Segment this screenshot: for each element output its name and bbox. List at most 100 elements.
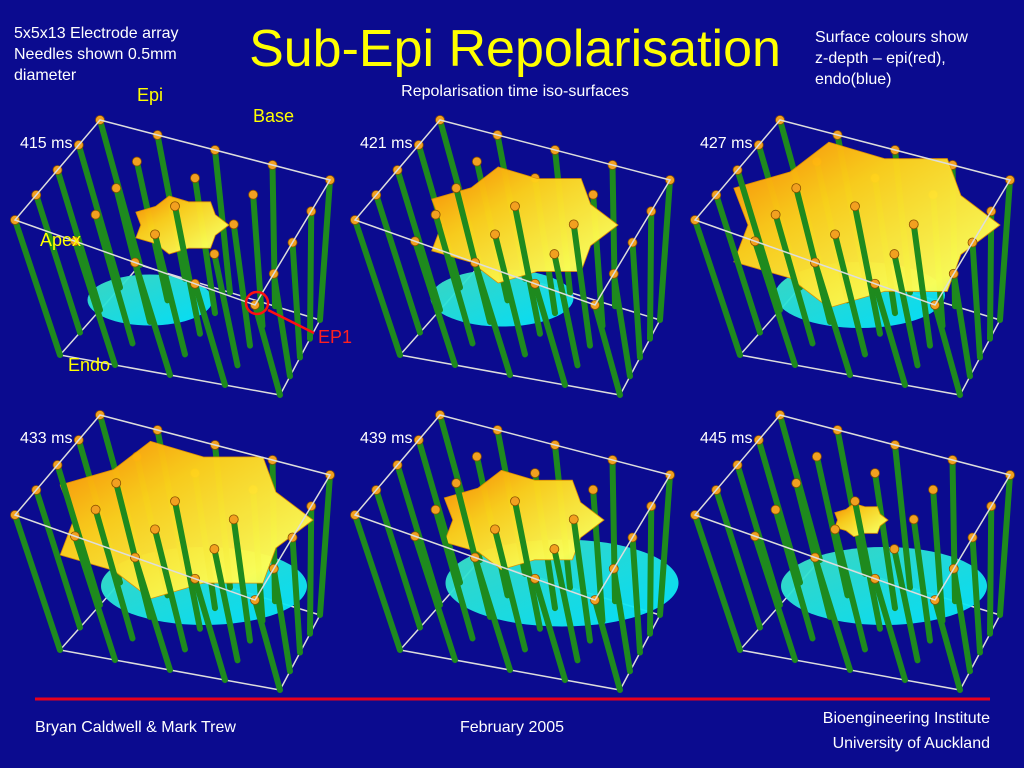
- needle: [12, 217, 63, 358]
- needle-tip: [451, 183, 462, 194]
- needle-tip: [770, 504, 781, 515]
- needle: [713, 192, 763, 336]
- needle: [610, 565, 633, 675]
- wire-frame: [693, 414, 1012, 601]
- needle: [610, 270, 633, 380]
- needle: [657, 472, 673, 618]
- ep1-marker: [244, 290, 270, 316]
- needle: [872, 575, 908, 683]
- needle: [997, 177, 1013, 323]
- render-panel: 433 ms: [10, 410, 335, 693]
- needle: [752, 533, 798, 663]
- needle: [432, 506, 476, 642]
- needle-tip: [111, 183, 122, 194]
- render-panel: 445 ms: [690, 410, 1015, 693]
- needle-tip: [549, 544, 560, 554]
- needle-tip: [588, 484, 599, 495]
- time-label: 415 ms: [20, 135, 72, 152]
- needle-tip: [928, 484, 939, 495]
- needle: [289, 534, 303, 656]
- needle: [92, 506, 136, 642]
- render-panel: 421 ms: [350, 115, 675, 398]
- needle: [930, 486, 946, 624]
- needle: [752, 238, 798, 368]
- wire-frame: [353, 414, 672, 601]
- needle-tip: [150, 229, 160, 240]
- iso-surface: [443, 469, 605, 571]
- needle: [872, 280, 908, 388]
- needle: [412, 533, 458, 663]
- needle: [172, 498, 203, 632]
- needle-tip: [490, 229, 500, 240]
- needle: [551, 251, 581, 369]
- needle: [910, 516, 933, 644]
- needle: [270, 270, 293, 380]
- needle: [932, 597, 963, 693]
- needle: [33, 192, 83, 336]
- needle: [692, 217, 743, 358]
- needle: [950, 565, 973, 675]
- needle: [969, 534, 983, 656]
- needle: [657, 177, 673, 323]
- needle-tip: [908, 219, 919, 230]
- needle: [532, 280, 568, 388]
- panels: 415 ms 421 ms 427 ms 433 ms 439 ms 445 ms: [10, 115, 1015, 693]
- needle: [629, 239, 643, 361]
- ep1-arrow: [267, 308, 315, 335]
- needle: [891, 546, 921, 664]
- needle-tip: [908, 514, 919, 525]
- needle-tip: [889, 249, 900, 259]
- needle-tip: [228, 219, 239, 230]
- label-epi: Epi: [137, 85, 163, 105]
- needle-tip: [90, 209, 101, 220]
- wire-frame: [693, 119, 1012, 306]
- needle: [692, 512, 743, 653]
- needle: [772, 506, 816, 642]
- needle-tip: [791, 478, 802, 489]
- time-label: 421 ms: [360, 135, 412, 152]
- needle: [132, 554, 173, 673]
- needle: [352, 512, 403, 653]
- needle-tip: [549, 249, 560, 259]
- needle-tip: [209, 249, 220, 259]
- needle: [551, 546, 581, 664]
- needle: [812, 554, 853, 673]
- needle: [570, 516, 593, 644]
- needle-tip: [248, 189, 259, 200]
- needle: [713, 487, 763, 631]
- label-ep1: EP1: [318, 327, 352, 347]
- needle: [647, 503, 655, 637]
- needle: [892, 442, 913, 591]
- needle: [832, 231, 868, 358]
- footer-institution: University of Auckland: [833, 735, 990, 752]
- footer-date: February 2005: [460, 719, 564, 736]
- needle: [230, 516, 253, 644]
- needle: [910, 221, 933, 349]
- needle: [472, 554, 513, 673]
- needle: [570, 221, 593, 349]
- needle-tip: [568, 514, 579, 525]
- needle: [812, 259, 853, 378]
- needle: [317, 177, 333, 323]
- needle: [307, 208, 315, 342]
- needle: [92, 211, 136, 347]
- note-left: 5x5x13 Electrode array: [14, 25, 179, 42]
- needle: [307, 503, 315, 637]
- needle: [592, 597, 623, 693]
- title: Sub-Epi Repolarisation: [249, 20, 781, 78]
- needle: [252, 597, 283, 693]
- needle-tip: [850, 201, 860, 212]
- needle: [192, 280, 228, 388]
- needle-tip: [209, 544, 220, 554]
- needle-tip: [850, 496, 860, 507]
- time-label: 445 ms: [700, 430, 752, 447]
- note-right: Surface colours show: [815, 29, 968, 46]
- label-endo: Endo: [68, 355, 110, 375]
- needle-tip: [111, 478, 122, 489]
- needle-tip: [588, 189, 599, 200]
- needle: [629, 534, 643, 656]
- needle-tip: [170, 496, 180, 507]
- needle: [192, 575, 228, 683]
- subtitle: Repolarisation time iso-surfaces: [401, 83, 629, 100]
